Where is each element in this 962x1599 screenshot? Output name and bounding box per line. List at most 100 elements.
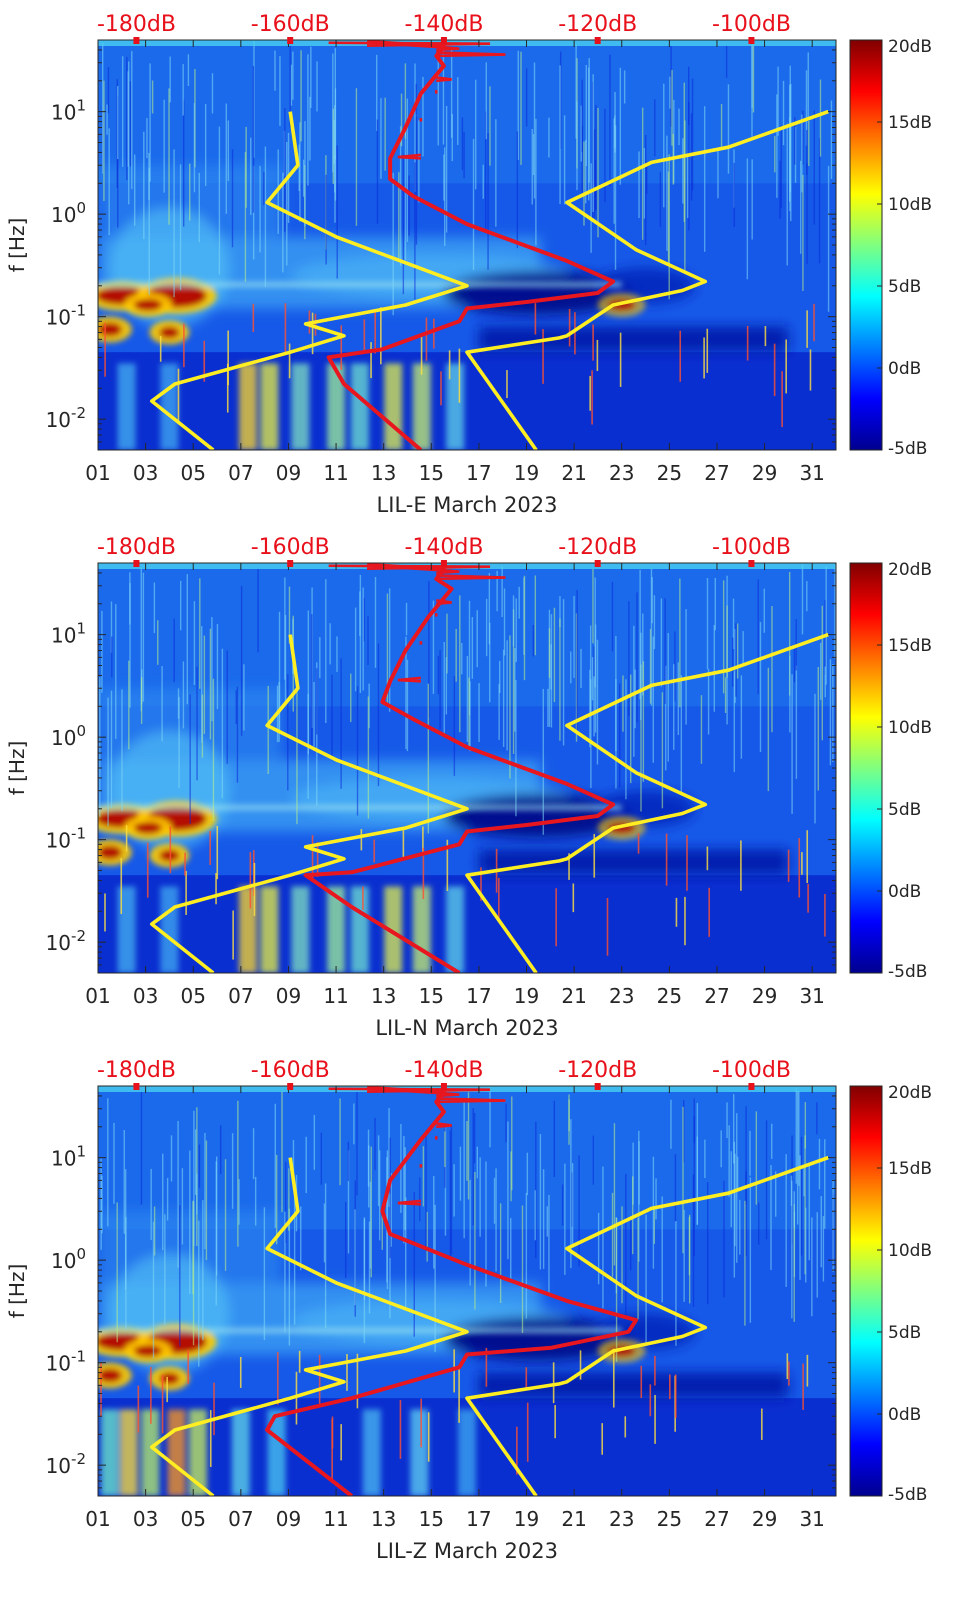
top-tick-mark bbox=[594, 1083, 601, 1090]
x-axis-label: LIL-E March 2023 bbox=[377, 493, 558, 517]
top-axis-tick-label: -100dB bbox=[712, 12, 791, 37]
colorbar-tick-label: 15dB bbox=[888, 113, 932, 133]
top-axis-tick-label: -180dB bbox=[97, 12, 176, 37]
x-tick-label: 11 bbox=[323, 1507, 348, 1531]
x-tick-label: 31 bbox=[799, 1507, 824, 1531]
top-tick-mark bbox=[748, 37, 755, 44]
x-tick-label: 27 bbox=[704, 984, 729, 1008]
x-tick-label: 25 bbox=[657, 984, 682, 1008]
y-tick-label: 100 bbox=[51, 199, 86, 227]
x-tick-label: 21 bbox=[561, 984, 586, 1008]
psd-spike bbox=[436, 51, 506, 58]
panel-3: 01 03 05 07 09 11 13 15 17 19 21 23 25 27 29 31 LIL-Z Ma… bbox=[5, 1058, 932, 1563]
y-tick-label: 100 bbox=[51, 1245, 86, 1273]
top-tick-mark bbox=[594, 37, 601, 44]
x-tick-label: 29 bbox=[752, 984, 777, 1008]
y-tick-label: 10-2 bbox=[46, 1450, 86, 1478]
noise-model-low-line bbox=[150, 1157, 469, 1496]
x-tick-label: 05 bbox=[180, 1507, 205, 1531]
y-axis-label: f [Hz] bbox=[5, 1264, 29, 1319]
x-tick-label: 13 bbox=[371, 1507, 396, 1531]
top-tick-mark bbox=[440, 1083, 447, 1090]
top-tick-mark bbox=[440, 560, 447, 567]
x-tick-label: 07 bbox=[228, 461, 253, 485]
x-tick-label: 07 bbox=[228, 1507, 253, 1531]
top-axis-tick-label: -100dB bbox=[712, 535, 791, 560]
x-tick-label: 19 bbox=[514, 461, 539, 485]
x-tick-label: 15 bbox=[419, 461, 444, 485]
psd-spike bbox=[436, 574, 506, 581]
top-tick-mark bbox=[748, 1083, 755, 1090]
psd-spike bbox=[436, 45, 460, 52]
colorbar-tick-label: 5dB bbox=[888, 800, 921, 820]
top-axis-tick-label: -180dB bbox=[97, 1058, 176, 1083]
top-axis-tick-label: -160dB bbox=[251, 535, 330, 560]
noise-model-high-line bbox=[465, 632, 829, 973]
psd-spike bbox=[328, 41, 491, 47]
x-tick-label: 17 bbox=[466, 461, 491, 485]
x-tick-label: 25 bbox=[657, 461, 682, 485]
psd-spike bbox=[397, 1199, 421, 1206]
x-tick-label: 27 bbox=[704, 1507, 729, 1531]
x-tick-label: 23 bbox=[609, 461, 634, 485]
x-tick-label: 03 bbox=[133, 984, 158, 1008]
x-tick-label: 03 bbox=[133, 1507, 158, 1531]
top-axis-tick-label: -180dB bbox=[97, 535, 176, 560]
colorbar bbox=[849, 1085, 883, 1497]
curves bbox=[150, 563, 829, 973]
psd-spike bbox=[436, 1091, 460, 1098]
y-tick-label: 100 bbox=[51, 722, 86, 750]
y-tick-label: 10-2 bbox=[46, 404, 86, 432]
x-tick-label: 09 bbox=[276, 984, 301, 1008]
top-axis-tick-label: -160dB bbox=[251, 12, 330, 37]
top-tick-mark bbox=[133, 37, 140, 44]
colorbar-tick-label: 5dB bbox=[888, 277, 921, 297]
x-tick-label: 01 bbox=[85, 1507, 110, 1531]
y-tick-label: 10-1 bbox=[46, 825, 86, 853]
colorbar bbox=[849, 39, 883, 451]
colorbar-tick-label: 20dB bbox=[888, 1083, 932, 1103]
colorbar-tick-label: 10dB bbox=[888, 718, 932, 738]
top-tick-mark bbox=[287, 37, 294, 44]
top-tick-mark bbox=[287, 1083, 294, 1090]
x-tick-label: 01 bbox=[85, 984, 110, 1008]
x-tick-label: 09 bbox=[276, 461, 301, 485]
y-tick-label: 101 bbox=[51, 97, 86, 125]
x-tick-label: 29 bbox=[752, 1507, 777, 1531]
x-tick-label: 17 bbox=[466, 1507, 491, 1531]
x-axis-label: LIL-N March 2023 bbox=[375, 1016, 558, 1040]
psd-spike bbox=[436, 76, 452, 83]
top-axis-tick-label: -120dB bbox=[558, 1058, 637, 1083]
x-tick-label: 27 bbox=[704, 461, 729, 485]
x-tick-label: 31 bbox=[799, 461, 824, 485]
colorbar-tick-label: 20dB bbox=[888, 560, 932, 580]
colorbar-tick-label: 15dB bbox=[888, 636, 932, 656]
colorbar-tick-label: -5dB bbox=[888, 439, 927, 459]
x-tick-label: 05 bbox=[180, 984, 205, 1008]
psd-spike bbox=[397, 153, 421, 160]
x-tick-label: 11 bbox=[323, 984, 348, 1008]
colorbar-tick-label: -5dB bbox=[888, 962, 927, 982]
curves bbox=[150, 40, 829, 450]
x-tick-label: 05 bbox=[180, 461, 205, 485]
x-tick-label: 23 bbox=[609, 984, 634, 1008]
top-axis-tick-label: -140dB bbox=[404, 12, 483, 37]
psd-curve-line bbox=[326, 40, 616, 450]
x-axis-label: LIL-Z March 2023 bbox=[376, 1539, 558, 1563]
y-axis-label: f [Hz] bbox=[5, 218, 29, 273]
x-tick-label: 19 bbox=[514, 1507, 539, 1531]
psd-spike bbox=[436, 1097, 506, 1104]
top-axis-tick-label: -120dB bbox=[558, 535, 637, 560]
x-tick-label: 29 bbox=[752, 461, 777, 485]
y-axis-label: f [Hz] bbox=[5, 741, 29, 796]
x-tick-label: 21 bbox=[561, 1507, 586, 1531]
x-tick-label: 15 bbox=[419, 984, 444, 1008]
x-tick-label: 11 bbox=[323, 461, 348, 485]
colorbar-tick-label: 0dB bbox=[888, 1405, 921, 1425]
colorbar-tick-label: 5dB bbox=[888, 1323, 921, 1343]
noise-model-low-line bbox=[150, 111, 469, 450]
psd-spike bbox=[436, 1122, 452, 1129]
x-tick-label: 13 bbox=[371, 984, 396, 1008]
colorbar-tick-label: 15dB bbox=[888, 1159, 932, 1179]
y-tick-label: 10-1 bbox=[46, 302, 86, 330]
